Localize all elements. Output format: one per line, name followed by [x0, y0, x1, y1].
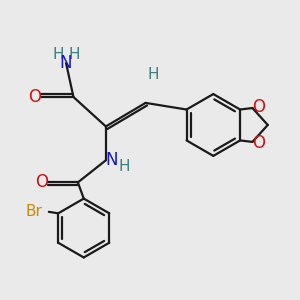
- Text: H: H: [69, 47, 80, 62]
- Text: H: H: [118, 159, 130, 174]
- Text: H: H: [52, 47, 64, 62]
- Text: O: O: [35, 173, 48, 191]
- Text: O: O: [28, 88, 41, 106]
- Text: H: H: [147, 68, 159, 82]
- Text: N: N: [60, 53, 72, 71]
- Text: N: N: [105, 151, 117, 169]
- Text: O: O: [252, 98, 266, 116]
- Text: O: O: [252, 134, 266, 152]
- Text: Br: Br: [26, 204, 43, 219]
